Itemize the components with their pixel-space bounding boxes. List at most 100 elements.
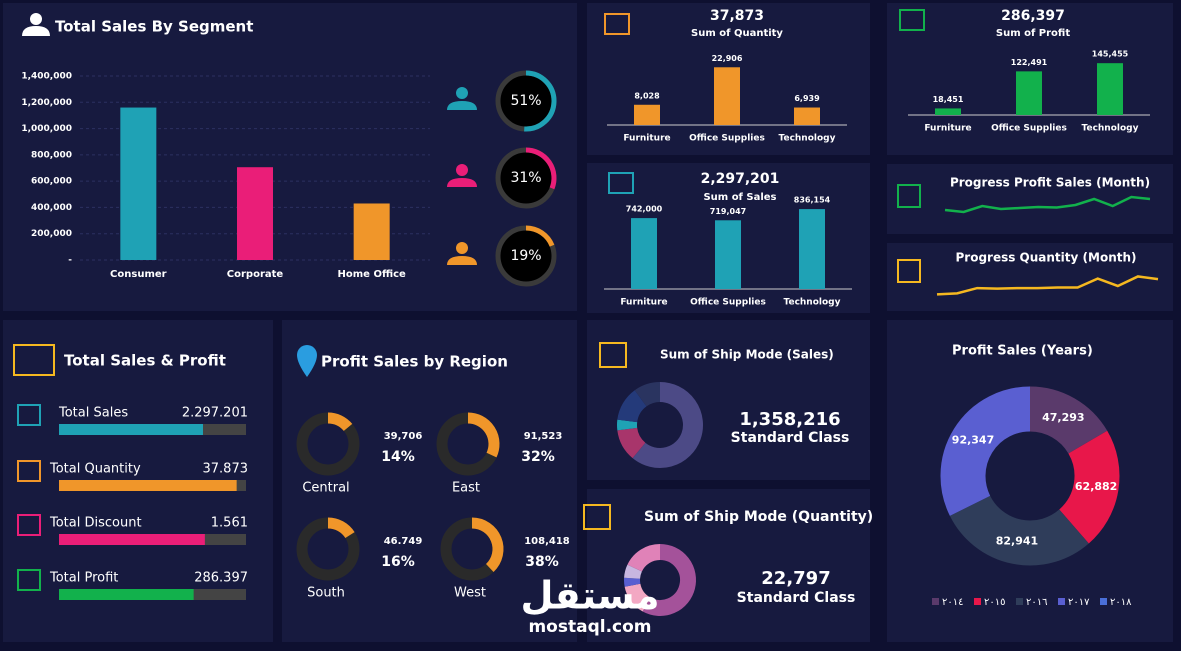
headline-label: Standard Class bbox=[731, 430, 850, 446]
user-icon bbox=[22, 26, 50, 36]
line bbox=[944, 195, 1151, 214]
donut-slice bbox=[940, 386, 1032, 516]
kpi-icon bbox=[17, 569, 41, 591]
region-name: Central bbox=[302, 481, 349, 496]
legend-swatch bbox=[932, 598, 939, 605]
bar bbox=[120, 107, 157, 261]
value-label: 145,455 bbox=[1092, 50, 1129, 59]
share-label: 51% bbox=[510, 93, 541, 109]
donut-slice bbox=[624, 583, 651, 612]
share-label: 19% bbox=[510, 248, 541, 264]
panel bbox=[887, 320, 1173, 642]
legend-label: ٢٠١٥ bbox=[984, 597, 1005, 608]
progress-fill bbox=[59, 589, 194, 600]
headline: 22,797 bbox=[761, 568, 830, 589]
legend-swatch bbox=[1016, 598, 1023, 605]
panel-title: Progress Quantity (Month) bbox=[955, 251, 1136, 265]
bar bbox=[794, 107, 820, 125]
person-icon bbox=[456, 164, 468, 176]
value-label: 8,028 bbox=[634, 91, 660, 100]
progress-fill bbox=[59, 534, 205, 545]
watermark: مستقل bbox=[521, 574, 660, 618]
ring-arc bbox=[525, 225, 555, 247]
kpi-label: Total Quantity bbox=[49, 462, 141, 477]
person-icon bbox=[447, 256, 477, 265]
ring-arc bbox=[524, 70, 557, 132]
bar bbox=[631, 218, 657, 289]
region-name: West bbox=[454, 586, 486, 601]
kpi-value: 37.873 bbox=[203, 462, 249, 477]
donut-slice bbox=[634, 382, 661, 407]
slice-label: 62,882 bbox=[1075, 480, 1117, 493]
value-label: 836,154 bbox=[794, 196, 831, 205]
x-tick-label: Corporate bbox=[227, 269, 284, 280]
share-label: 38% bbox=[525, 554, 559, 570]
donut-slice bbox=[632, 382, 703, 468]
user-icon bbox=[30, 13, 42, 25]
x-tick-label: Technology bbox=[1082, 124, 1139, 134]
icon bbox=[899, 9, 925, 31]
value-label: 742,000 bbox=[626, 205, 663, 214]
subtitle: Sum of Sales bbox=[703, 192, 776, 203]
x-tick-label: Home Office bbox=[338, 269, 407, 280]
value-label: 719,047 bbox=[710, 207, 746, 216]
icon bbox=[599, 342, 627, 368]
donut-slice bbox=[1058, 430, 1120, 544]
x-tick-label: Consumer bbox=[110, 269, 167, 280]
pin-icon bbox=[297, 345, 317, 377]
panel bbox=[887, 243, 1173, 311]
x-tick-label: Office Supplies bbox=[689, 134, 765, 144]
y-tick-label: 600,000 bbox=[31, 177, 72, 187]
icon bbox=[583, 504, 611, 530]
icon bbox=[604, 13, 630, 35]
slice-label: 82,941 bbox=[996, 535, 1038, 548]
subtitle: Sum of Profit bbox=[996, 28, 1070, 39]
legend-swatch bbox=[974, 598, 981, 605]
slice-label: 47,293 bbox=[1042, 411, 1084, 424]
share-label: 32% bbox=[521, 449, 555, 465]
donut-slice bbox=[617, 427, 646, 459]
headline: 1,358,216 bbox=[739, 409, 840, 430]
legend-label: ٢٠١٧ bbox=[1068, 597, 1090, 608]
region-name: South bbox=[307, 586, 345, 601]
panel bbox=[887, 164, 1173, 234]
value-label: 18,451 bbox=[933, 95, 964, 104]
value-label: 22,906 bbox=[712, 54, 743, 63]
panel-title: Total Sales & Profit bbox=[64, 352, 226, 370]
donut-slice bbox=[642, 544, 696, 616]
region-name: East bbox=[452, 481, 480, 496]
person-icon bbox=[456, 242, 468, 254]
kpi-label: Total Sales bbox=[58, 406, 128, 421]
icon bbox=[897, 184, 921, 208]
bar bbox=[237, 167, 273, 260]
y-tick-label: 800,000 bbox=[31, 150, 72, 160]
line bbox=[936, 275, 1159, 296]
donut-slice bbox=[624, 564, 643, 580]
kpi-icon bbox=[17, 404, 41, 426]
value-label: 6,939 bbox=[794, 94, 820, 103]
y-tick-label: 1,200,000 bbox=[21, 98, 72, 108]
panel-title: Profit Sales by Region bbox=[321, 353, 508, 371]
person-icon bbox=[456, 87, 468, 99]
headline: 286,397 bbox=[1001, 8, 1065, 24]
legend-swatch bbox=[1100, 598, 1107, 605]
value-label: 108,418 bbox=[524, 536, 570, 547]
kpi-icon bbox=[17, 460, 41, 482]
panel-title: Progress Profit Sales (Month) bbox=[950, 176, 1150, 190]
icon bbox=[897, 259, 921, 283]
panel-title: Total Sales By Segment bbox=[55, 18, 253, 36]
panel bbox=[3, 3, 577, 311]
y-tick-label: - bbox=[68, 256, 72, 266]
bar bbox=[714, 67, 740, 125]
watermark: mostaql.com bbox=[528, 617, 651, 637]
icon bbox=[608, 172, 634, 194]
bar bbox=[715, 220, 741, 289]
bar bbox=[935, 108, 961, 115]
donut-slice bbox=[949, 494, 1089, 566]
bar bbox=[1016, 71, 1042, 115]
x-tick-label: Furniture bbox=[620, 298, 667, 308]
legend-label: ٢٠١٨ bbox=[1110, 597, 1132, 608]
y-tick-label: 400,000 bbox=[31, 203, 72, 213]
x-tick-label: Office Supplies bbox=[991, 124, 1067, 134]
ring-arc bbox=[471, 517, 504, 572]
